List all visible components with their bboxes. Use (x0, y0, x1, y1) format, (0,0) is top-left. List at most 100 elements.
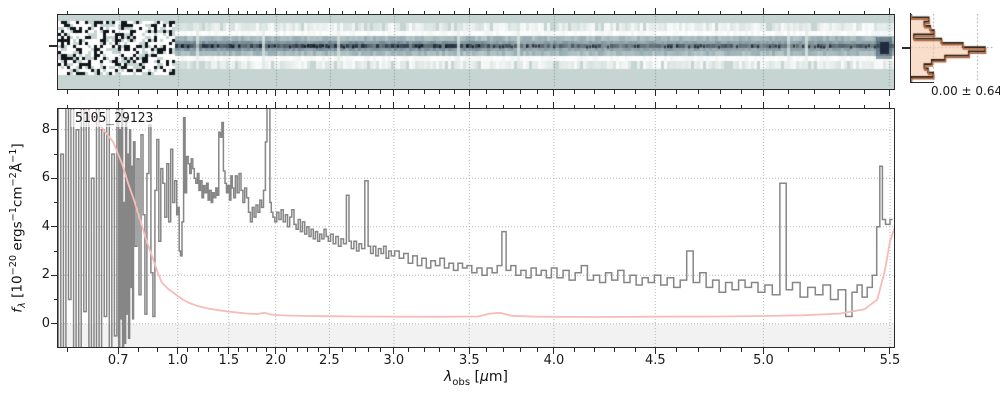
x-tick (813, 104, 815, 108)
x-tick (741, 90, 743, 94)
x-tick (275, 102, 277, 108)
x-tick (393, 90, 395, 96)
x-tick (318, 348, 320, 352)
x-tick (237, 10, 239, 14)
x-tick (256, 90, 258, 94)
x-tick (762, 102, 764, 108)
x-tick (676, 348, 678, 352)
x-tick (553, 102, 555, 108)
x-tick (864, 10, 866, 14)
x-tick (788, 90, 790, 94)
x-tick (741, 10, 743, 14)
x-tick (285, 10, 287, 14)
x-tick (485, 104, 487, 108)
x-tick (423, 10, 425, 14)
x-tick-label: 4.5 (644, 353, 666, 368)
x-tick (393, 348, 395, 354)
x-tick (296, 10, 298, 14)
x-tick (593, 348, 595, 352)
x-tick (265, 348, 267, 352)
x-tick (634, 348, 636, 352)
x-tick-label: 5.5 (879, 353, 901, 368)
x-tick (408, 10, 410, 14)
x-tick (889, 348, 891, 354)
x-tick (423, 348, 425, 352)
x-tick (423, 90, 425, 94)
x-tick (157, 104, 159, 108)
x-tick (614, 10, 616, 14)
x-tick (328, 8, 330, 14)
x-tick (307, 90, 309, 94)
x-tick (207, 10, 209, 14)
x-tick-label: 1.5 (218, 353, 240, 368)
x-tick-label: 0.7 (107, 353, 129, 368)
x-tick (393, 102, 395, 108)
y-tick (51, 129, 57, 131)
profile-histogram (911, 14, 994, 82)
x-tick (228, 348, 230, 354)
x-tick (197, 10, 199, 14)
x-tick (157, 348, 159, 352)
x-tick (177, 348, 179, 354)
x-tick (285, 348, 287, 352)
x-tick (354, 90, 356, 94)
y-tick (51, 323, 57, 325)
x-tick (788, 10, 790, 14)
x-tick (788, 348, 790, 352)
y-tick-label: 6 (41, 170, 50, 186)
x-tick (593, 104, 595, 108)
spectrum-1d-panel (57, 108, 895, 348)
profile-histogram-center-tick (902, 47, 910, 49)
x-tick (275, 90, 277, 96)
x-tick (536, 10, 538, 14)
x-tick (698, 104, 700, 108)
x-axis-title: λobs [μm] (443, 369, 509, 388)
x-tick (207, 348, 209, 352)
x-tick (813, 10, 815, 14)
x-tick (719, 104, 721, 108)
x-tick (265, 104, 267, 108)
x-tick (614, 348, 616, 352)
x-tick (453, 104, 455, 108)
x-tick-label: 2.5 (319, 353, 340, 368)
x-tick (328, 348, 330, 354)
x-tick (502, 104, 504, 108)
x-tick (453, 10, 455, 14)
x-tick (237, 104, 239, 108)
x-tick (889, 8, 891, 14)
x-tick (117, 90, 119, 96)
spectrum-2d-panel (57, 14, 895, 90)
x-tick (634, 104, 636, 108)
y-tick-label: 2 (41, 267, 50, 283)
x-tick (187, 104, 189, 108)
x-tick (157, 90, 159, 94)
x-tick-label: 3.5 (458, 353, 480, 368)
x-tick (265, 90, 267, 94)
x-tick (218, 104, 220, 108)
x-tick (762, 8, 764, 14)
y-minor-tick (53, 250, 57, 252)
x-tick (296, 104, 298, 108)
flux-symbol: f (9, 307, 26, 313)
x-tick (341, 10, 343, 14)
y-tick (51, 226, 57, 228)
x-tick (318, 104, 320, 108)
x-tick (762, 90, 764, 96)
y-tick-label: 8 (41, 121, 50, 137)
x-tick (519, 10, 521, 14)
x-tick (66, 90, 68, 94)
x-tick (177, 102, 179, 108)
x-tick (408, 104, 410, 108)
x-tick (719, 348, 721, 352)
x-tick (438, 104, 440, 108)
x-tick (762, 348, 764, 354)
x-tick (468, 348, 470, 354)
x-tick (536, 90, 538, 94)
x-tick (197, 348, 199, 352)
x-tick (889, 102, 891, 108)
x-tick (256, 10, 258, 14)
x-tick (275, 348, 277, 354)
x-tick (536, 104, 538, 108)
x-tick (813, 348, 815, 352)
x-tick (634, 90, 636, 94)
